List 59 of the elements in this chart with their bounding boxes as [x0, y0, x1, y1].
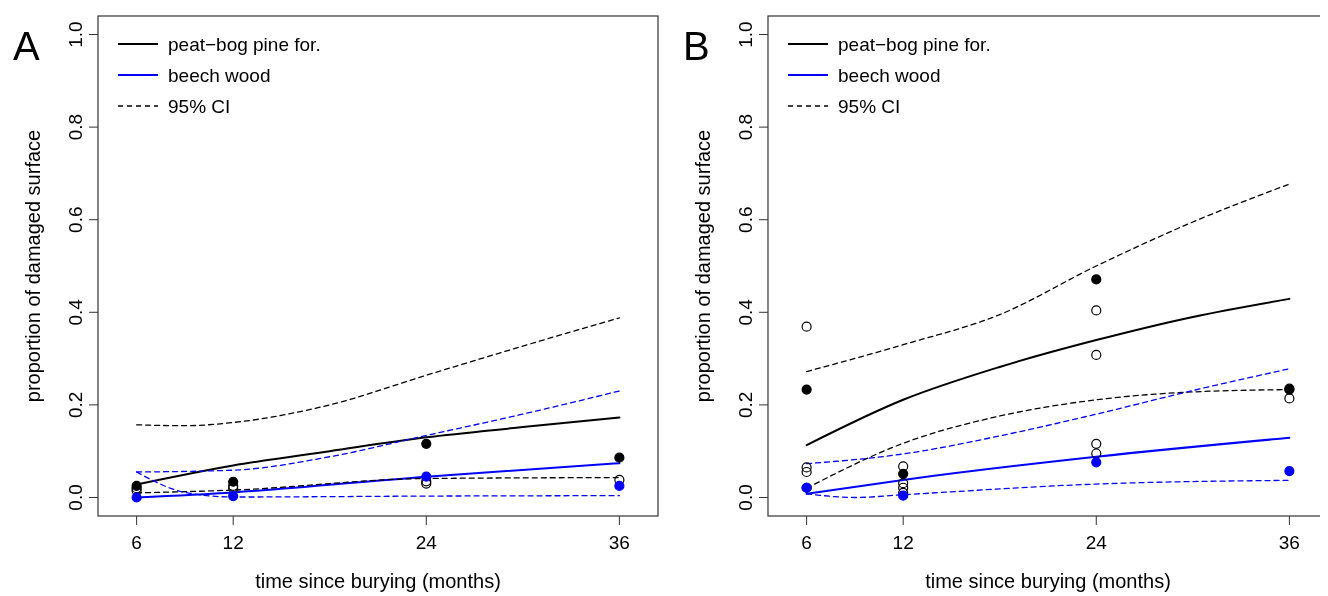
- legend-label: peat−bog pine for.: [168, 34, 321, 55]
- y-axis-title: proportion of damaged surface: [692, 129, 714, 403]
- point: [898, 482, 909, 493]
- point: [1284, 465, 1295, 477]
- y-tick-label: 0.0: [735, 484, 756, 511]
- x-tick-label: 12: [892, 532, 914, 553]
- point: [801, 384, 812, 395]
- line-series: [805, 183, 1291, 373]
- y-tick-label: 1.0: [735, 21, 756, 48]
- point: [1091, 349, 1102, 360]
- point: [421, 438, 432, 449]
- chart-title: B: [683, 24, 710, 68]
- legend-label: 95% CI: [838, 96, 901, 117]
- x-tick-label: 36: [608, 532, 630, 553]
- point: [801, 466, 812, 478]
- point: [801, 462, 812, 473]
- chart-title: A: [13, 24, 40, 68]
- point: [614, 480, 625, 492]
- point: [1091, 274, 1102, 285]
- y-tick-label: 0.4: [735, 298, 756, 326]
- point: [898, 461, 909, 472]
- x-axis-title: time since burying (months): [925, 570, 1171, 592]
- point: [131, 492, 142, 503]
- point: [1091, 438, 1102, 449]
- legend-label: beech wood: [838, 65, 941, 86]
- x-tick-label: 24: [1085, 532, 1108, 553]
- point: [228, 490, 239, 502]
- point: [801, 321, 812, 332]
- point: [1091, 448, 1102, 459]
- point: [1091, 305, 1102, 316]
- x-tick-label: 24: [415, 532, 438, 553]
- x-tick-label: 6: [801, 532, 812, 553]
- y-tick-label: 1.0: [65, 21, 86, 48]
- y-tick-label: 0.8: [65, 113, 86, 141]
- y-tick-label: 0.2: [65, 391, 86, 419]
- x-tick-label: 36: [1278, 532, 1300, 553]
- point: [898, 478, 909, 489]
- legend-label: beech wood: [168, 65, 271, 86]
- point: [898, 468, 909, 479]
- y-tick-label: 0.6: [735, 206, 756, 233]
- y-tick-label: 0.8: [735, 113, 756, 141]
- x-axis-title: time since burying (months): [255, 570, 501, 592]
- legend-label: 95% CI: [168, 96, 231, 117]
- y-tick-label: 0.0: [65, 484, 86, 511]
- y-tick-label: 0.2: [735, 391, 756, 419]
- legend-label: peat−bog pine for.: [838, 34, 991, 55]
- point: [1284, 393, 1295, 404]
- y-axis-title: proportion of damaged surface: [22, 129, 44, 403]
- point: [421, 471, 432, 482]
- point: [228, 476, 239, 487]
- y-tick-label: 0.4: [65, 298, 86, 326]
- x-tick-label: 12: [222, 532, 244, 553]
- x-tick-label: 6: [131, 532, 142, 553]
- point: [614, 452, 625, 463]
- point: [614, 474, 625, 485]
- line-series: [135, 317, 621, 427]
- line-series: [805, 297, 1291, 447]
- y-tick-label: 0.6: [65, 206, 86, 233]
- point: [1091, 457, 1102, 468]
